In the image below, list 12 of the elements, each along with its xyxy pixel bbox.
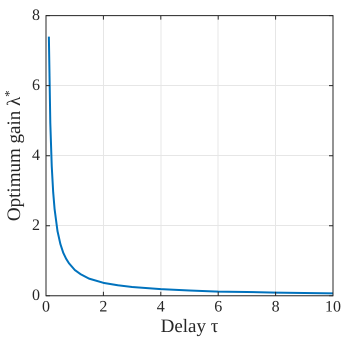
- x-tick-label: 6: [214, 298, 222, 316]
- x-tick-label: 8: [272, 298, 280, 316]
- y-tick-label: 0: [32, 287, 40, 304]
- x-tick-label: 2: [99, 298, 108, 316]
- y-tick-label: 8: [32, 6, 40, 24]
- x-tick-label: 10: [325, 298, 341, 316]
- y-axis-title: Optimum gain λ*: [1, 90, 25, 222]
- y-tick-label: 4: [32, 146, 40, 164]
- x-axis-title: Delay τ: [160, 316, 219, 337]
- x-tick-label: 4: [156, 298, 165, 316]
- y-tick-label: 6: [32, 76, 40, 94]
- y-tick-label: 2: [32, 216, 40, 234]
